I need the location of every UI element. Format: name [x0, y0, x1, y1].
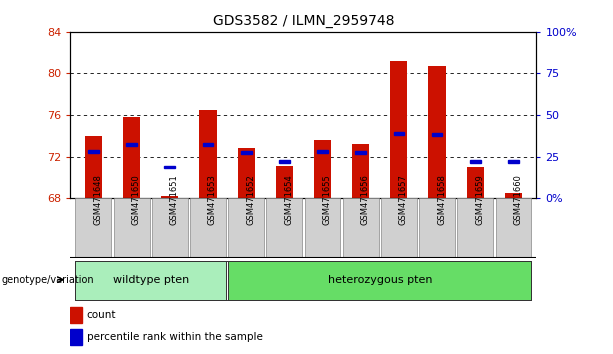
Text: GSM471659: GSM471659: [475, 175, 484, 225]
Text: GSM471657: GSM471657: [399, 175, 408, 225]
Bar: [305, 198, 340, 258]
Bar: [495, 198, 531, 258]
Title: GDS3582 / ILMN_2959748: GDS3582 / ILMN_2959748: [213, 14, 394, 28]
Bar: [317, 150, 328, 153]
Bar: [457, 198, 493, 258]
Bar: [432, 133, 443, 136]
Text: count: count: [87, 310, 116, 320]
Bar: [428, 66, 446, 198]
Bar: [199, 110, 216, 198]
Text: wildtype pten: wildtype pten: [113, 275, 189, 285]
Bar: [276, 166, 293, 198]
Bar: [356, 151, 366, 154]
Bar: [70, 329, 82, 345]
Text: GSM471653: GSM471653: [208, 175, 217, 225]
Text: GSM471651: GSM471651: [170, 175, 179, 225]
Text: percentile rank within the sample: percentile rank within the sample: [87, 332, 263, 342]
Bar: [508, 160, 519, 163]
Bar: [161, 196, 178, 198]
Text: GSM471654: GSM471654: [284, 175, 294, 225]
Text: GSM471650: GSM471650: [132, 175, 140, 225]
Bar: [203, 143, 213, 145]
Text: GSM471660: GSM471660: [514, 175, 522, 225]
Bar: [88, 150, 99, 153]
Bar: [123, 117, 140, 198]
Bar: [126, 143, 137, 145]
Bar: [190, 198, 226, 258]
Bar: [466, 167, 484, 198]
Text: GSM471656: GSM471656: [360, 175, 370, 225]
Text: GSM471648: GSM471648: [93, 175, 102, 225]
Text: heterozygous pten: heterozygous pten: [327, 275, 432, 285]
Bar: [352, 144, 369, 198]
Bar: [419, 198, 455, 258]
Bar: [390, 61, 408, 198]
Bar: [279, 160, 290, 163]
Bar: [228, 261, 531, 301]
Text: GSM471658: GSM471658: [437, 175, 446, 225]
Bar: [394, 132, 404, 135]
Bar: [241, 151, 251, 154]
Bar: [381, 198, 417, 258]
Text: GSM471652: GSM471652: [246, 175, 255, 225]
Bar: [314, 140, 331, 198]
Bar: [75, 261, 226, 301]
Bar: [70, 307, 82, 322]
Bar: [238, 148, 255, 198]
Bar: [228, 198, 264, 258]
Bar: [152, 198, 188, 258]
Bar: [164, 166, 175, 169]
Bar: [75, 198, 112, 258]
Bar: [267, 198, 302, 258]
Bar: [85, 136, 102, 198]
Bar: [505, 193, 522, 198]
Bar: [470, 160, 481, 163]
Text: GSM471655: GSM471655: [322, 175, 332, 225]
Bar: [343, 198, 379, 258]
Bar: [113, 198, 150, 258]
Text: genotype/variation: genotype/variation: [1, 275, 94, 285]
